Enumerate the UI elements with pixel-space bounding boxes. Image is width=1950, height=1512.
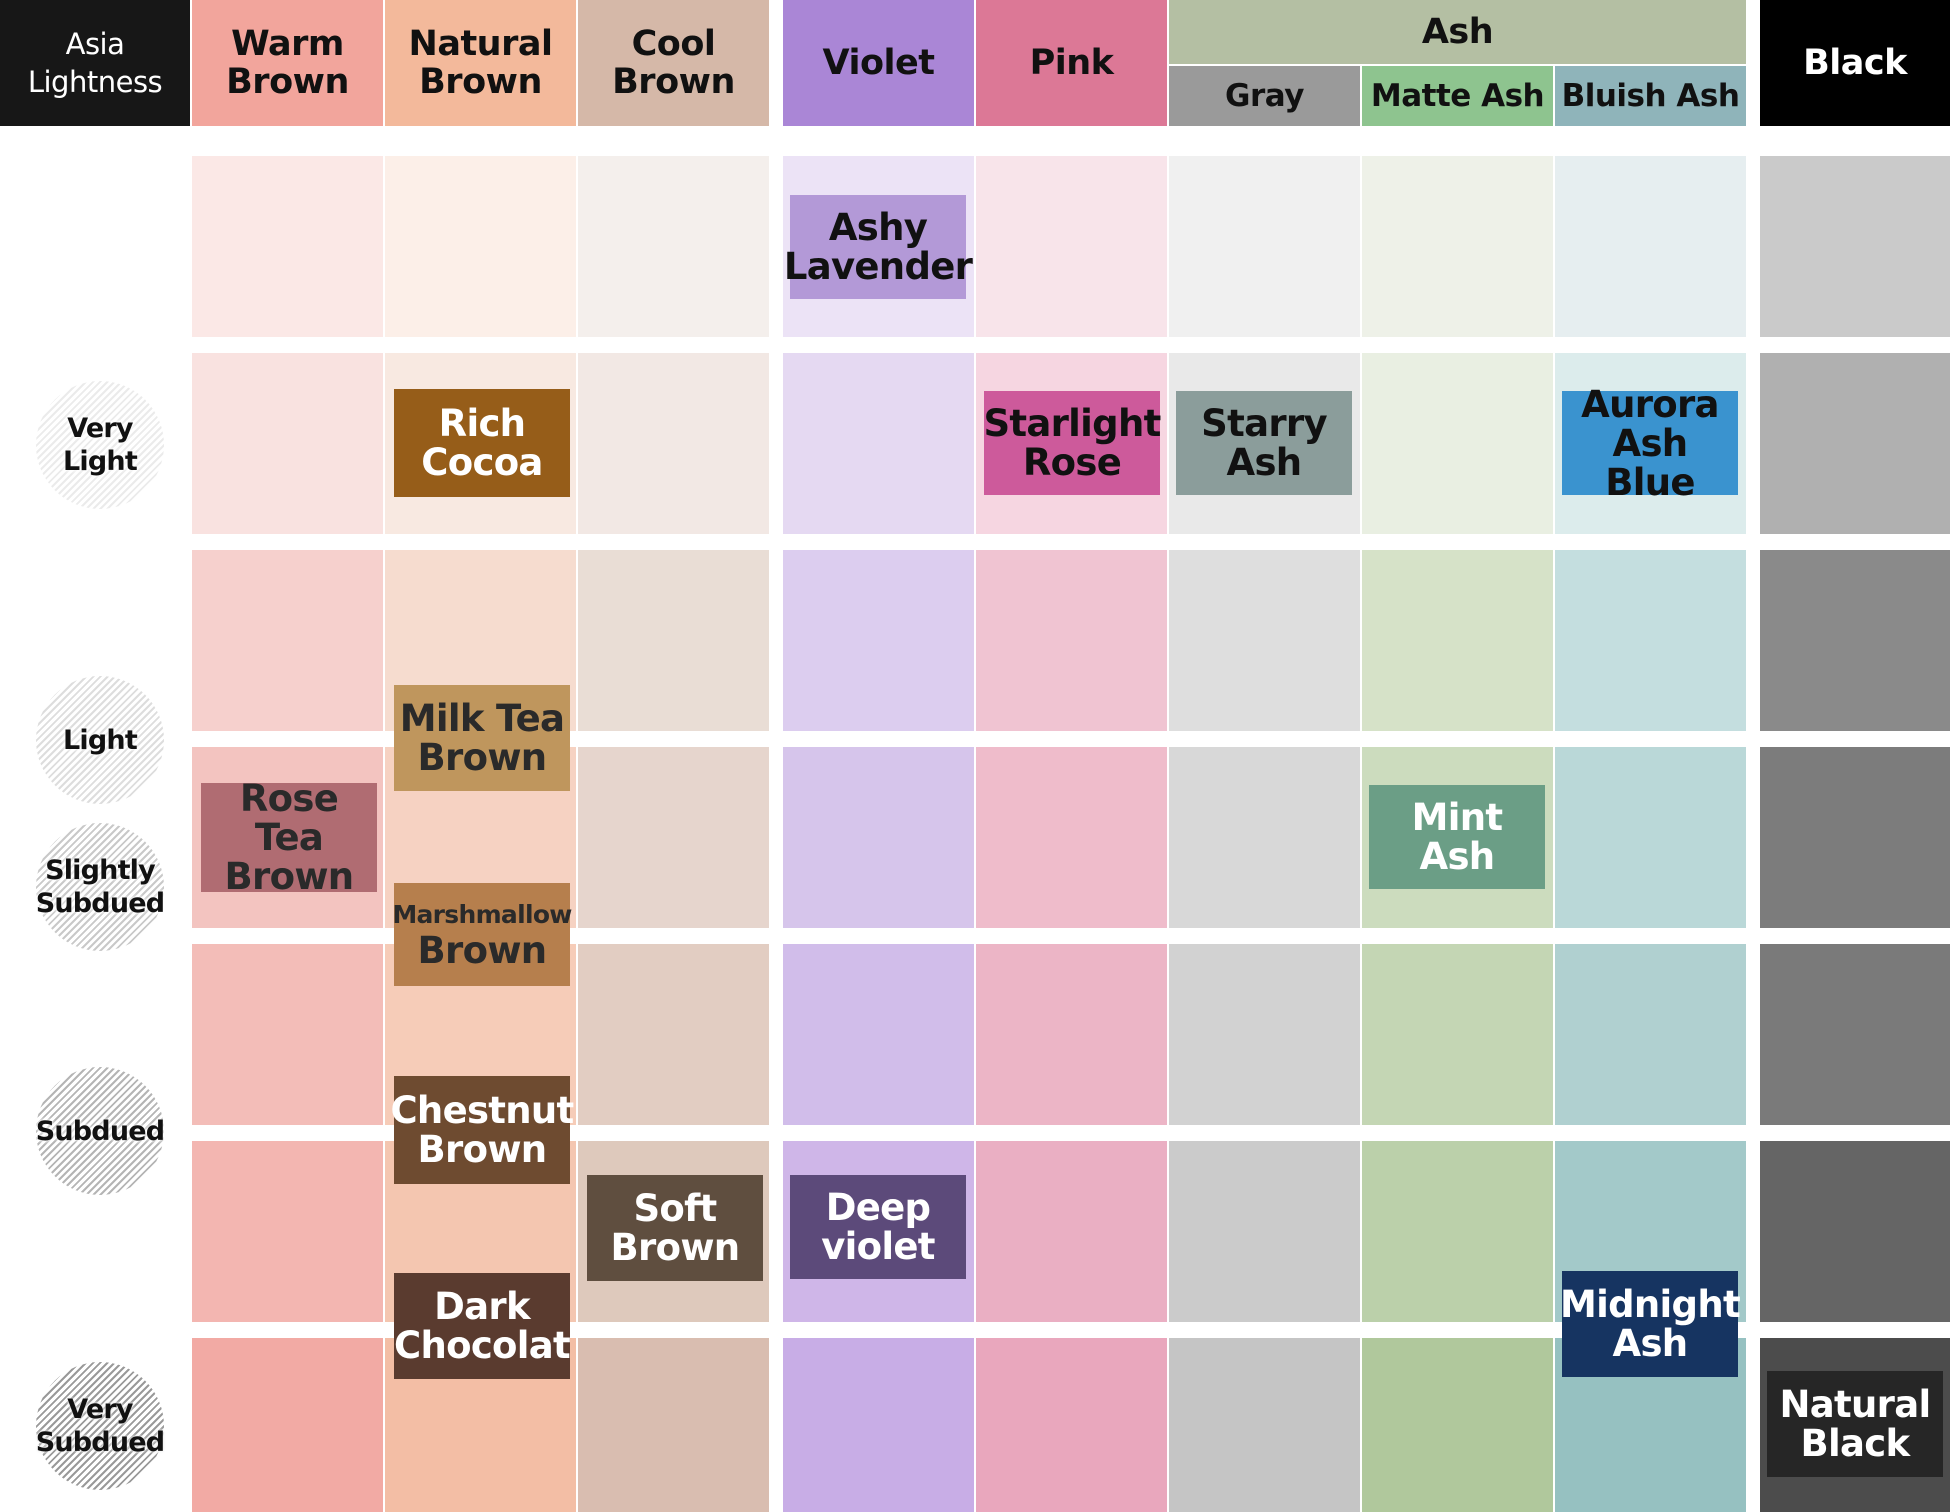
swatch-cell-matte-ash	[1362, 156, 1553, 337]
swatch-cell-violet	[783, 550, 974, 731]
header-bluish-ash: Bluish Ash	[1555, 66, 1746, 126]
swatch-cell-pink	[976, 747, 1167, 928]
level-label: Light	[63, 724, 138, 756]
swatch-cell-black	[1760, 353, 1950, 534]
swatch-cell-black	[1760, 1141, 1950, 1322]
swatch-cell-bluish-ash	[1555, 747, 1746, 928]
level-very-light: Very Light	[36, 381, 164, 509]
header-natural-brown: Natural Brown	[385, 0, 576, 126]
swatch-cell-gray	[1169, 747, 1360, 928]
swatch-cell-black	[1760, 156, 1950, 337]
chip-natural-black: Natural Black	[1767, 1371, 1943, 1477]
swatch-cell-matte-ash	[1362, 1338, 1553, 1512]
header-ash: Ash	[1169, 0, 1746, 64]
swatch-cell-gray	[1169, 1338, 1360, 1512]
swatch-cell-cool-brown	[578, 944, 769, 1125]
chip-rose-tea-brown: Rose Tea Brown	[201, 779, 377, 896]
swatch-cell-cool-brown	[578, 550, 769, 731]
header-violet: Violet	[783, 0, 974, 126]
chip-chestnut-brown: Chestnut Brown	[390, 1076, 574, 1184]
chip-mint-ash: Mint Ash	[1369, 785, 1545, 889]
chip-marshmallow-brown: Marshmallow Brown	[392, 883, 572, 986]
swatch-cell-bluish-ash	[1555, 156, 1746, 337]
chip-starlight-rose: Starlight Rose	[983, 391, 1161, 495]
swatch-cell-gray	[1169, 944, 1360, 1125]
swatch-cell-warm-brown	[192, 1338, 383, 1512]
swatch-cell-black	[1760, 550, 1950, 731]
swatch-cell-violet	[783, 747, 974, 928]
swatch-cell-bluish-ash	[1555, 550, 1746, 731]
header-asia-lightness: Asia Lightness	[0, 0, 190, 126]
header-gray: Gray	[1169, 66, 1360, 126]
header-black: Black	[1760, 0, 1950, 126]
swatch-cell-cool-brown	[578, 747, 769, 928]
swatch-cell-warm-brown	[192, 1141, 383, 1322]
swatch-cell-matte-ash	[1362, 944, 1553, 1125]
swatch-cell-violet	[783, 944, 974, 1125]
header-cool-brown: Cool Brown	[578, 0, 769, 126]
swatch-cell-pink	[976, 550, 1167, 731]
swatch-cell-matte-ash	[1362, 1141, 1553, 1322]
level-label: Slightly Subdued	[35, 855, 165, 919]
swatch-cell-warm-brown	[192, 353, 383, 534]
swatch-cell-natural-brown	[385, 156, 576, 337]
level-very-subdued: Very Subdued	[35, 1362, 165, 1490]
swatch-cell-warm-brown	[192, 944, 383, 1125]
level-label: Subdued	[35, 1115, 165, 1147]
swatch-cell-pink	[976, 156, 1167, 337]
header-pink: Pink	[976, 0, 1167, 126]
swatch-cell-violet	[783, 1338, 974, 1512]
chip-rich-cocoa: Rich Cocoa	[394, 389, 570, 497]
swatch-cell-gray	[1169, 550, 1360, 731]
chip-ashy-lavender: Ashy Lavender	[784, 195, 973, 299]
swatch-cell-warm-brown	[192, 550, 383, 731]
swatch-cell-matte-ash	[1362, 353, 1553, 534]
swatch-cell-black	[1760, 747, 1950, 928]
chip-dark-chocolat: Dark Chocolat	[394, 1273, 571, 1379]
chip-milk-tea-brown: Milk Tea Brown	[394, 685, 570, 791]
header-matte-ash: Matte Ash	[1362, 66, 1553, 126]
level-light: Light	[36, 676, 164, 804]
chip-label-line: Brown	[417, 929, 548, 972]
header-warm-brown: Warm Brown	[192, 0, 383, 126]
swatch-cell-cool-brown	[578, 1338, 769, 1512]
swatch-cell-pink	[976, 1338, 1167, 1512]
swatch-cell-gray	[1169, 1141, 1360, 1322]
swatch-cell-black	[1760, 944, 1950, 1125]
chip-deep-violet: Deep violet	[790, 1175, 966, 1279]
swatch-cell-matte-ash	[1362, 550, 1553, 731]
level-label: Very Subdued	[35, 1394, 165, 1458]
swatch-cell-pink	[976, 1141, 1167, 1322]
swatch-cell-violet	[783, 353, 974, 534]
swatch-cell-bluish-ash	[1555, 944, 1746, 1125]
swatch-cell-gray	[1169, 156, 1360, 337]
level-subdued: Subdued	[35, 1067, 165, 1195]
chip-midnight-ash: Midnight Ash	[1560, 1271, 1741, 1377]
chip-starry-ash: Starry Ash	[1176, 391, 1352, 495]
chip-soft-brown: Soft Brown	[587, 1175, 763, 1281]
level-slightly-subdued: Slightly Subdued	[35, 823, 165, 951]
chip-label-line: Marshmallow	[392, 900, 572, 929]
swatch-cell-cool-brown	[578, 353, 769, 534]
level-label: Very Light	[63, 413, 138, 477]
swatch-cell-warm-brown	[192, 156, 383, 337]
chip-aurora-ash-blue: Aurora Ash Blue	[1562, 385, 1738, 502]
swatch-cell-cool-brown	[578, 156, 769, 337]
swatch-cell-pink	[976, 944, 1167, 1125]
